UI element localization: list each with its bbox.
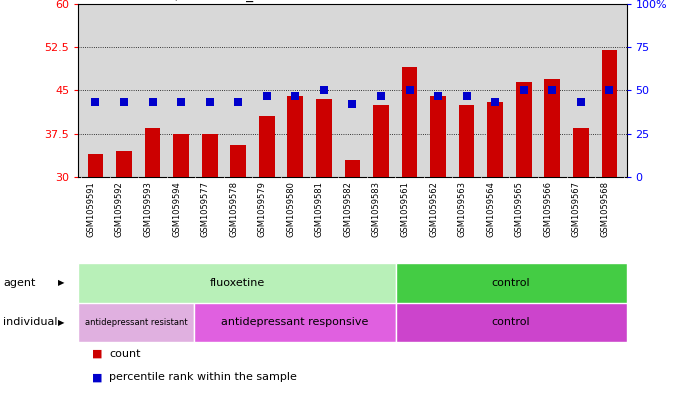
- Point: [262, 92, 272, 99]
- Bar: [516, 82, 532, 177]
- Point: [90, 99, 101, 106]
- Text: ▶: ▶: [58, 318, 65, 327]
- Text: ■: ■: [92, 349, 106, 359]
- Text: GSM1059592: GSM1059592: [115, 181, 124, 237]
- Bar: [396, 263, 627, 303]
- Text: count: count: [109, 349, 140, 359]
- Text: GSM1059578: GSM1059578: [229, 181, 238, 237]
- Text: GSM1059577: GSM1059577: [201, 181, 210, 237]
- Bar: [144, 128, 161, 177]
- Bar: [259, 116, 274, 177]
- Bar: [116, 151, 132, 177]
- Text: GSM1059591: GSM1059591: [86, 181, 95, 237]
- Point: [518, 87, 529, 94]
- Point: [204, 99, 215, 106]
- Bar: [573, 128, 588, 177]
- Text: individual: individual: [3, 317, 58, 327]
- Bar: [316, 99, 332, 177]
- Point: [461, 92, 472, 99]
- Point: [147, 99, 158, 106]
- Text: antidepressant responsive: antidepressant responsive: [221, 317, 368, 327]
- Text: GSM1059563: GSM1059563: [458, 181, 466, 237]
- Point: [375, 92, 386, 99]
- Text: GSM1059594: GSM1059594: [172, 181, 181, 237]
- Text: control: control: [492, 317, 530, 327]
- Point: [404, 87, 415, 94]
- Text: GSM1059562: GSM1059562: [429, 181, 438, 237]
- Text: ■: ■: [92, 372, 106, 382]
- Text: GSM1059568: GSM1059568: [601, 181, 609, 237]
- Bar: [173, 134, 189, 177]
- Text: GSM1059566: GSM1059566: [543, 181, 552, 237]
- Text: ▶: ▶: [58, 279, 65, 287]
- Bar: [544, 79, 560, 177]
- Bar: [78, 263, 396, 303]
- Bar: [345, 160, 360, 177]
- Point: [319, 87, 330, 94]
- Text: percentile rank within the sample: percentile rank within the sample: [109, 372, 297, 382]
- Bar: [430, 96, 446, 177]
- Bar: [230, 145, 246, 177]
- Text: GSM1059581: GSM1059581: [315, 181, 324, 237]
- Text: control: control: [492, 278, 530, 288]
- Bar: [202, 134, 217, 177]
- Bar: [601, 50, 617, 177]
- Point: [575, 99, 586, 106]
- Point: [604, 87, 615, 94]
- Text: GDS5307 / 1437209_at: GDS5307 / 1437209_at: [106, 0, 267, 2]
- Text: GSM1059580: GSM1059580: [286, 181, 296, 237]
- Bar: [287, 96, 303, 177]
- Bar: [402, 67, 417, 177]
- Text: GSM1059561: GSM1059561: [400, 181, 409, 237]
- Point: [432, 92, 443, 99]
- Bar: [193, 303, 396, 342]
- Bar: [459, 105, 475, 177]
- Point: [290, 92, 301, 99]
- Text: agent: agent: [3, 278, 36, 288]
- Point: [233, 99, 244, 106]
- Point: [547, 87, 558, 94]
- Text: antidepressant resistant: antidepressant resistant: [84, 318, 187, 327]
- Bar: [88, 154, 104, 177]
- Text: GSM1059567: GSM1059567: [572, 181, 581, 237]
- Text: GSM1059582: GSM1059582: [343, 181, 353, 237]
- Text: GSM1059593: GSM1059593: [144, 181, 153, 237]
- Bar: [78, 303, 193, 342]
- Bar: [373, 105, 389, 177]
- Text: GSM1059565: GSM1059565: [515, 181, 524, 237]
- Text: fluoxetine: fluoxetine: [209, 278, 265, 288]
- Point: [347, 101, 358, 107]
- Bar: [396, 303, 627, 342]
- Text: GSM1059564: GSM1059564: [486, 181, 495, 237]
- Bar: [488, 102, 503, 177]
- Point: [176, 99, 187, 106]
- Text: GSM1059579: GSM1059579: [258, 181, 267, 237]
- Point: [118, 99, 129, 106]
- Text: GSM1059583: GSM1059583: [372, 181, 381, 237]
- Point: [490, 99, 501, 106]
